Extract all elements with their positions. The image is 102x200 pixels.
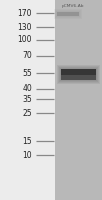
Text: 10: 10 bbox=[23, 150, 32, 160]
Text: 40: 40 bbox=[22, 84, 32, 93]
Bar bbox=[57, 65, 100, 84]
Bar bbox=[0, 0, 55, 200]
Text: 25: 25 bbox=[23, 108, 32, 117]
Text: pCMV6-Ab: pCMV6-Ab bbox=[61, 4, 84, 8]
Bar bbox=[56, 11, 80, 17]
Bar bbox=[61, 69, 96, 75]
Text: 70: 70 bbox=[22, 51, 32, 60]
Bar bbox=[55, 10, 81, 18]
Bar bbox=[55, 0, 102, 200]
Text: 35: 35 bbox=[22, 95, 32, 104]
Bar bbox=[60, 68, 97, 81]
Bar bbox=[58, 66, 99, 83]
Text: 170: 170 bbox=[18, 8, 32, 18]
Bar bbox=[59, 67, 98, 82]
Text: 55: 55 bbox=[22, 68, 32, 77]
Bar bbox=[61, 75, 96, 80]
Bar bbox=[54, 9, 82, 19]
Text: 100: 100 bbox=[18, 36, 32, 45]
Bar bbox=[57, 12, 79, 16]
Text: 130: 130 bbox=[18, 22, 32, 31]
Text: 15: 15 bbox=[23, 136, 32, 146]
